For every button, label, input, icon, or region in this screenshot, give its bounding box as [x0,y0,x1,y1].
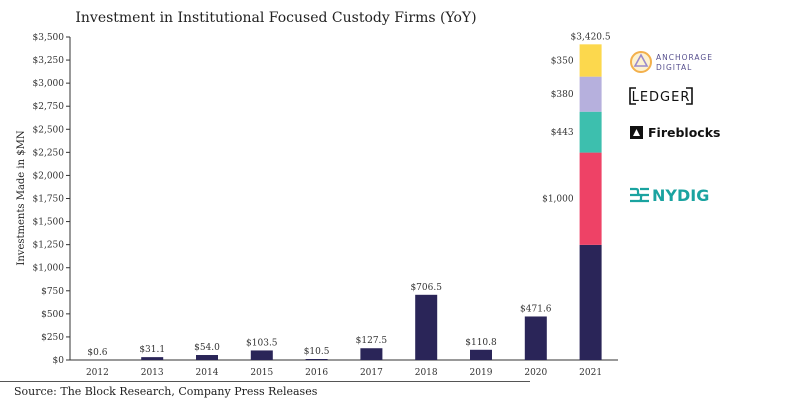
y-axis: $0 $250 $500 $750 $1,000 $1,250 $1,500 $1,750 $2… [33,33,71,366]
segment-value-label: $1,000 [542,195,574,205]
anchorage-line-2: DIGITAL [656,63,692,72]
anchorage-line-1: ANCHORAGE [656,53,713,62]
bar-value-label: $103.5 [246,338,278,348]
segment-value-label: $443 [551,128,574,138]
x-tick-label: 2013 [141,368,164,378]
nydig-text: NYDIG [652,186,709,205]
x-tick-label: 2018 [415,368,438,378]
y-tick-label: $2,750 [33,102,65,112]
anchorage-triangle-icon [633,53,649,67]
x-tick-label: 2019 [470,368,493,378]
ledger-text: LEDGER [632,90,691,105]
y-tick-label: $3,000 [33,79,65,89]
bar-2021-segment [579,152,602,245]
y-tick-label: $1,250 [33,241,65,251]
bar-value-label: $127.5 [356,336,388,346]
y-tick-label: $0 [53,356,65,366]
y-tick-label: $1,750 [33,195,65,205]
bar-2021-base [579,244,602,360]
x-tick-label: 2021 [579,368,602,378]
bar [196,355,218,360]
y-tick-label: $3,500 [33,33,65,43]
bar [360,348,383,360]
anchorage-digital-logo: ANCHORAGE DIGITAL [630,51,713,73]
stack-legend: ANCHORAGE DIGITAL LEDGER Fireblocks NYDI… [629,51,720,205]
y-tick-label: $750 [41,287,64,297]
y-axis-label: Investments Made in $MN [16,130,27,265]
segment-value-label: $350 [551,56,574,66]
chart-title: Investment in Institutional Focused Cust… [75,10,476,26]
source-divider [0,381,530,382]
y-tick-label: $1,500 [33,218,65,228]
y-tick-label: $2,000 [33,171,65,181]
fireblocks-text: Fireblocks [648,125,720,140]
y-tick-label: $2,500 [33,125,65,135]
segment-value-label: $380 [551,90,574,100]
x-tick-label: 2012 [86,368,109,378]
y-tick-label: $1,000 [33,264,65,274]
bar-value-label: $0.6 [87,348,107,358]
nydig-mark-icon [630,187,649,203]
x-axis: 2012 2013 2014 2015 2016 2017 2018 2019 2020 2021 [70,359,618,378]
y-tick-label: $500 [41,310,64,320]
bar [305,359,328,360]
bar [470,349,492,360]
bars [86,44,602,360]
bar-value-label: $54.0 [194,343,220,353]
anchorage-circle-icon [630,51,652,73]
data-labels: $0.6 $31.1 $54.0 $103.5 $10.5 $127.5 $706.5 $11… [87,32,611,358]
ledger-left-bracket-icon [629,87,636,105]
x-tick-label: 2020 [524,368,547,378]
x-tick-label: 2017 [360,368,383,378]
bar-value-label: $110.8 [465,338,497,348]
fireblocks-triangle-icon [633,129,640,136]
bar-2021-segment [579,76,602,112]
bar [141,357,164,360]
y-tick-label: $250 [41,333,64,343]
bar [250,350,273,360]
bar [524,316,547,360]
bar-value-label: $471.6 [520,304,552,314]
fireblocks-logo: Fireblocks [630,125,720,140]
y-tick-label: $3,250 [33,56,65,66]
bar-value-label: $10.5 [304,347,330,357]
bar [415,294,438,360]
bar-2021-segment [579,111,602,153]
bar-value-label: $31.1 [139,345,165,355]
y-tick-label: $2,250 [33,148,65,158]
bar-value-label: $706.5 [410,283,442,293]
x-tick-label: 2014 [196,368,219,378]
ledger-logo: LEDGER [629,87,693,105]
nydig-logo: NYDIG [630,186,709,205]
source-note: Source: The Block Research, Company Pres… [14,385,318,398]
bar-2021-segment [579,44,602,77]
x-tick-label: 2016 [305,368,328,378]
ledger-right-bracket-icon [686,87,693,105]
x-tick-label: 2015 [250,368,273,378]
bar-value-label: $3,420.5 [571,32,611,42]
